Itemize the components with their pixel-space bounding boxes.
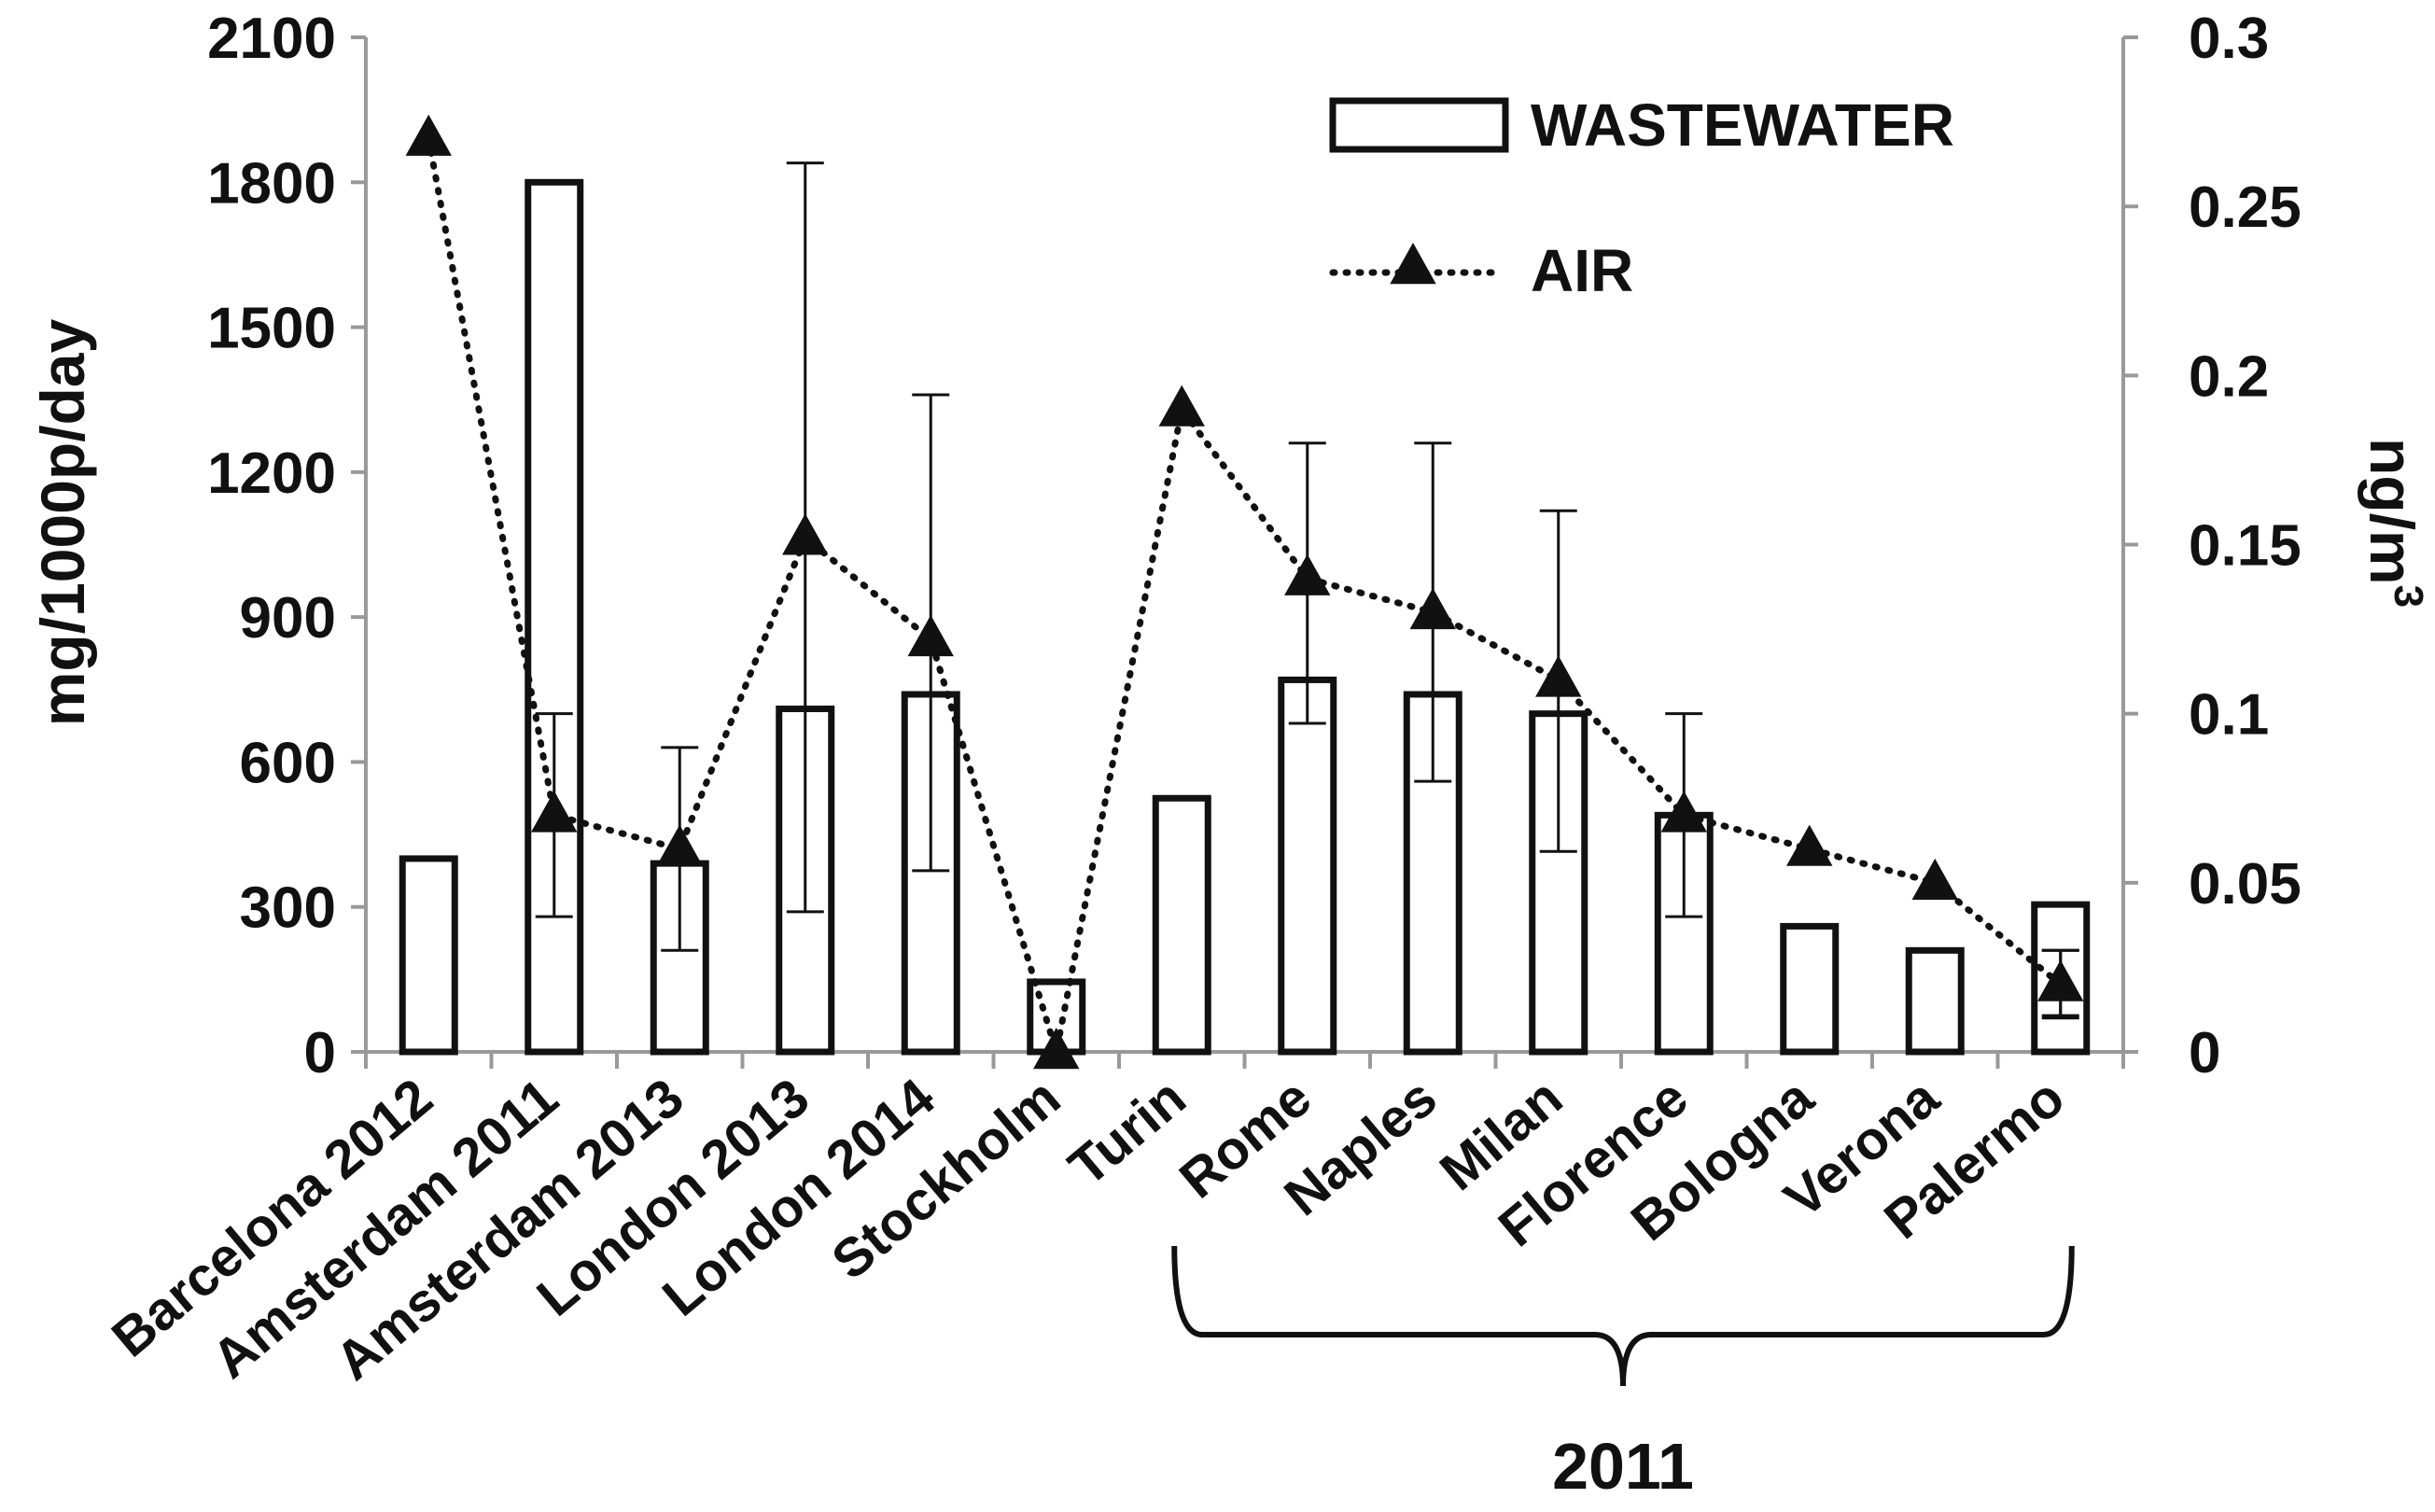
left-tick-label: 300: [240, 876, 336, 941]
year-group-bracket: [1171, 1245, 2075, 1387]
wastewater-bar: [1780, 922, 1840, 1056]
right-tick-label: 0.1: [2189, 683, 2269, 748]
left-tick-label: 600: [240, 731, 336, 795]
air-point-triangle: [1409, 587, 1456, 630]
right-axis-title: ng/m3: [2358, 438, 2431, 608]
left-tick-label: 1800: [207, 151, 336, 216]
legend: WASTEWATER AIR: [1329, 91, 1954, 304]
left-tick-label: 1200: [207, 441, 336, 506]
wastewater-bar: [1905, 946, 1965, 1056]
left-axis-title: mg/1000p/day: [28, 318, 97, 726]
right-tick-label: 0.3: [2189, 7, 2269, 71]
right-tick-label: 0.2: [2189, 344, 2269, 409]
right-tick-label: 0: [2189, 1021, 2220, 1085]
right-tick-label: 0.25: [2189, 175, 2302, 240]
air-point-triangle: [1660, 791, 1707, 833]
air-point-triangle: [1535, 655, 1582, 697]
air-point-triangle: [1033, 1028, 1080, 1070]
year-group-label: 2011: [1552, 1430, 1694, 1503]
left-tick-label: 900: [240, 586, 336, 651]
right-axis-title-superscript: 3: [2386, 585, 2431, 608]
axes-layer: [351, 35, 2138, 1387]
air-point-triangle: [782, 513, 829, 555]
wastewater-bar: [650, 860, 709, 1056]
x-category-label: Turin: [1057, 1067, 1197, 1197]
right-tick-label: 0.05: [2189, 852, 2302, 917]
right-axis-title-main: ng/m: [2358, 438, 2427, 585]
air-point-triangle: [531, 791, 578, 833]
left-tick-label: 1500: [207, 297, 336, 361]
left-tick-label: 2100: [207, 7, 336, 71]
wastewater-bar: [1152, 794, 1211, 1056]
left-tick-label: 0: [304, 1021, 336, 1085]
legend-air-triangle: [1390, 243, 1436, 285]
bars-layer: [399, 178, 2091, 1056]
air-point-triangle: [405, 114, 452, 156]
wastewater-bar: [1278, 676, 1337, 1056]
legend-wastewater-swatch: [1329, 97, 1509, 153]
air-point-triangle: [656, 824, 703, 866]
air-series-line: [425, 135, 2064, 1054]
air-point-triangle: [2037, 959, 2084, 1001]
air-line-layer: [405, 114, 2084, 1070]
wastewater-bar: [399, 855, 458, 1056]
right-tick-label: 0.15: [2189, 514, 2302, 579]
air-point-triangle: [907, 614, 954, 657]
legend-wastewater-label: WASTEWATER: [1531, 91, 1954, 159]
air-point-triangle: [1786, 824, 1833, 866]
legend-air-label: AIR: [1531, 237, 1633, 304]
wastewater-bar: [525, 178, 584, 1056]
air-point-triangle: [1158, 385, 1205, 427]
air-point-triangle: [1284, 553, 1331, 595]
air-point-triangle: [1911, 858, 1958, 901]
